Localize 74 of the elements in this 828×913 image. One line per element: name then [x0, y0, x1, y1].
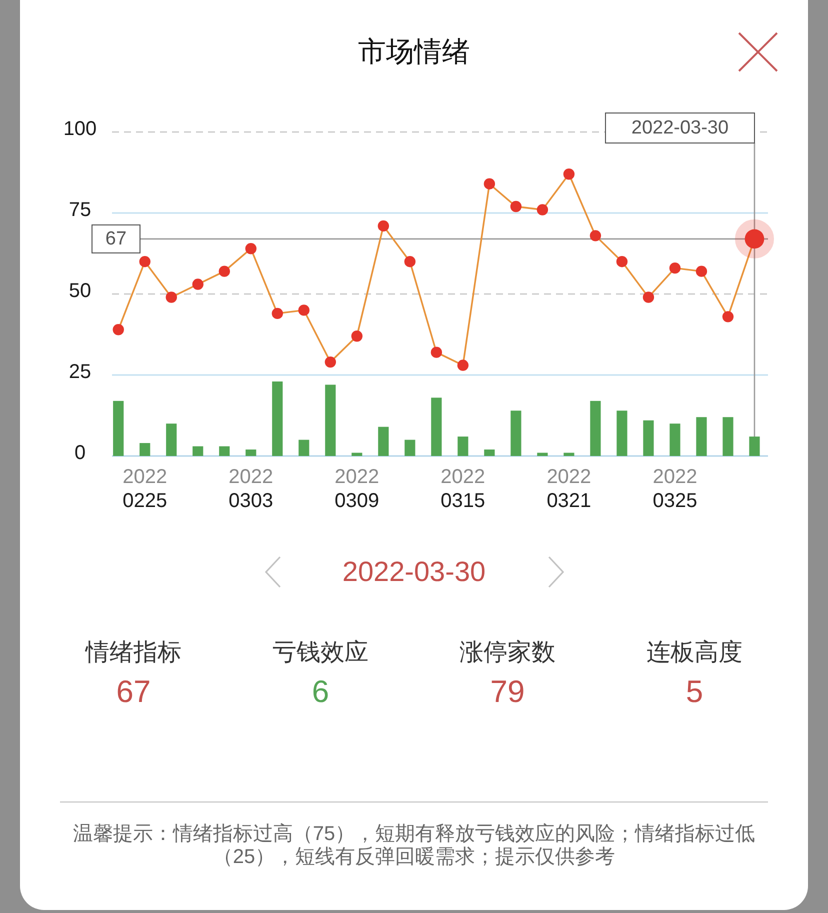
point [430, 346, 442, 358]
bar [113, 400, 124, 456]
point [510, 200, 522, 212]
bar [378, 426, 389, 456]
data-label: 6 [310, 673, 330, 711]
category-label: 连板高度 [646, 638, 744, 668]
x-tick-label: 2022 0325 [652, 466, 698, 512]
point [722, 311, 734, 322]
point [696, 266, 708, 277]
point [139, 256, 150, 268]
bar [749, 436, 760, 456]
ref-line-label: 67 [105, 228, 127, 250]
x-tick-label: 2022 0303 [228, 466, 274, 512]
bar [404, 440, 416, 456]
x-tick-label: 2022 0315 [440, 466, 486, 512]
bar [219, 446, 230, 456]
bar [325, 384, 336, 456]
category-label: 涨停家数 [458, 638, 556, 668]
point [272, 308, 283, 320]
category-label: 情绪指标 [84, 638, 182, 668]
y-tick-label: 0 [74, 442, 86, 464]
point [563, 168, 575, 180]
bar [352, 452, 362, 456]
bar [246, 450, 256, 456]
data-label: 79 [489, 673, 526, 711]
x-tick-label: 2022 0309 [334, 466, 380, 512]
point [298, 304, 310, 316]
point [192, 278, 204, 290]
bar [166, 424, 177, 456]
bar [431, 398, 442, 456]
bar [616, 410, 628, 456]
bar [643, 420, 654, 456]
text: 2022-03-30 [341, 555, 487, 589]
annotation: 2022-03-30 [631, 118, 729, 138]
point [324, 356, 336, 368]
point [642, 292, 654, 303]
point [734, 219, 774, 258]
point [484, 178, 496, 190]
bar [696, 417, 707, 456]
text: 温馨提示：情绪指标过高（75），短期有释放亏钱效应的风险；情绪指标过低（25），短线有反弹回暖需求；提示仅供参考 [72, 823, 756, 869]
bar [458, 436, 468, 456]
x-tick-label: 2022 0321 [546, 466, 592, 512]
data-label: 5 [684, 673, 704, 711]
point [378, 220, 390, 232]
bar [484, 450, 495, 456]
point [536, 204, 548, 216]
y-tick-label: 25 [68, 361, 92, 383]
bar [510, 410, 522, 456]
y-tick-label: 50 [68, 280, 92, 302]
point [112, 324, 124, 336]
point [351, 330, 363, 342]
y-tick-label: 75 [68, 199, 92, 221]
bar [564, 452, 574, 456]
y-tick-label: 100 [63, 118, 97, 140]
point [404, 256, 416, 268]
bar [722, 417, 734, 456]
point [590, 230, 602, 242]
point [669, 262, 681, 274]
category-label: 亏钱效应 [272, 638, 370, 668]
point [616, 256, 628, 268]
bar [590, 400, 601, 456]
bar [670, 424, 680, 456]
point [218, 266, 230, 277]
bar [272, 381, 283, 456]
point [457, 360, 469, 371]
data-label: 67 [115, 673, 152, 711]
bar [192, 446, 204, 456]
bar [537, 452, 548, 456]
chart-title: 市场情绪 [357, 35, 471, 69]
point [245, 243, 256, 254]
bar [298, 440, 310, 456]
x-tick-label: 2022 0225 [122, 466, 168, 512]
bar [140, 443, 150, 456]
point [166, 292, 177, 303]
